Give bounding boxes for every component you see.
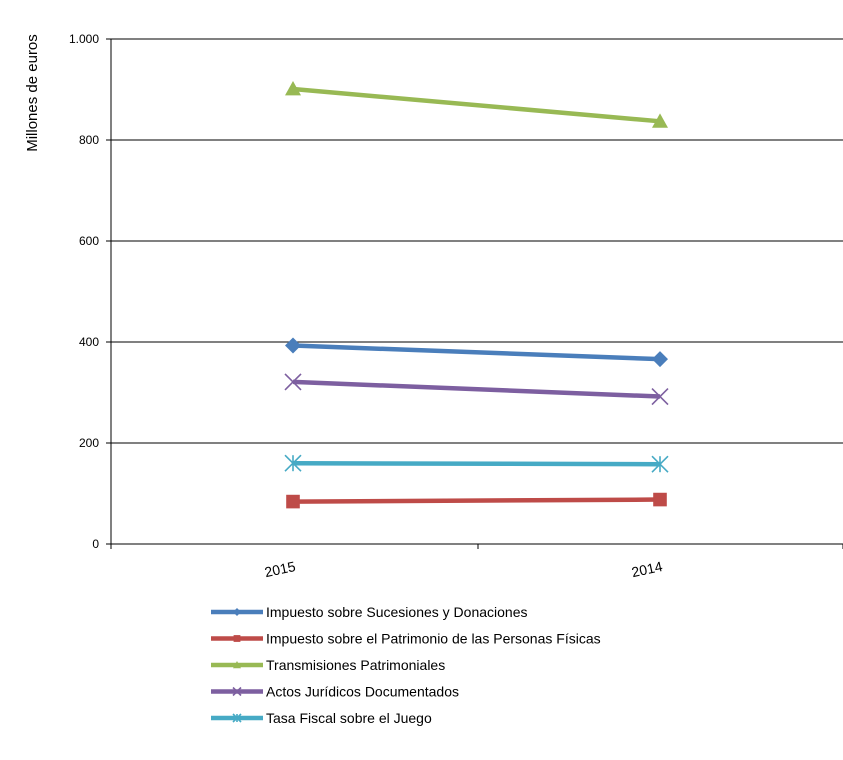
x-tick-label: 2014	[630, 558, 664, 580]
legend-item: Impuesto sobre el Patrimonio de las Pers…	[211, 631, 601, 647]
legend-label: Transmisiones Patrimoniales	[266, 657, 445, 673]
legend-label: Impuesto sobre el Patrimonio de las Pers…	[266, 631, 601, 647]
legend-item: Impuesto sobre Sucesiones y Donaciones	[211, 604, 527, 620]
x-marker	[651, 387, 669, 406]
triangle-marker	[652, 113, 668, 128]
y-tick-label: 1.000	[69, 32, 99, 46]
gridlines	[111, 38, 843, 444]
square-marker	[286, 494, 300, 509]
series-line	[292, 379, 661, 399]
series-line	[292, 460, 661, 467]
triangle-marker	[233, 661, 241, 669]
y-tick-label: 0	[92, 537, 99, 551]
legend-label: Actos Jurídicos Documentados	[266, 684, 459, 700]
y-tick-labels: 0 200 400 600 800 1.000	[69, 32, 99, 551]
legend-label: Tasa Fiscal sobre el Juego	[266, 710, 432, 726]
triangle-marker	[285, 80, 301, 96]
y-tick-label: 600	[79, 234, 99, 248]
x-tick-label: 2015	[263, 558, 297, 580]
legend-item: Actos Jurídicos Documentados	[211, 684, 459, 700]
legend-label: Impuesto sobre Sucesiones y Donaciones	[266, 604, 527, 620]
x-marker	[232, 686, 242, 697]
star-marker	[232, 713, 242, 723]
legend-item: Tasa Fiscal sobre el Juego	[211, 710, 432, 726]
y-tick-label: 200	[79, 436, 99, 450]
square-marker	[653, 492, 667, 507]
series-line	[292, 497, 661, 504]
y-tick-label: 400	[79, 335, 99, 349]
series-line	[292, 86, 661, 124]
legend: Impuesto sobre Sucesiones y Donaciones Im…	[211, 604, 601, 726]
star-marker	[651, 455, 669, 473]
y-tick-label: 800	[79, 133, 99, 147]
star-marker	[284, 454, 302, 472]
series-lines	[292, 86, 661, 504]
diamond-marker	[285, 337, 301, 354]
diamond-marker	[233, 608, 241, 616]
y-axis-label: Millones de euros	[24, 34, 41, 152]
x-tick-labels: 2015 2014	[263, 558, 664, 580]
legend-item: Transmisiones Patrimoniales	[211, 657, 445, 673]
diamond-marker	[652, 351, 668, 368]
data-markers	[284, 80, 669, 509]
axes	[106, 38, 843, 549]
series-line	[292, 343, 661, 362]
square-marker	[233, 635, 241, 642]
x-marker	[284, 373, 302, 391]
